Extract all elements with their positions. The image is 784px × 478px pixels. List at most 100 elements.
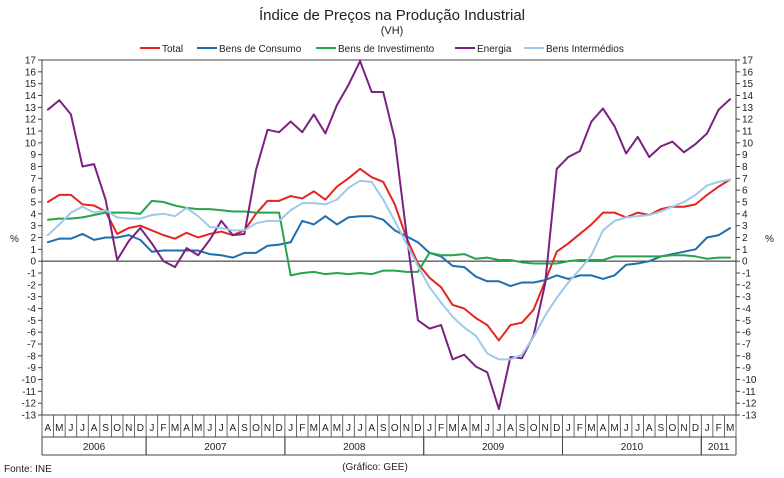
data-point-bens-de-consumo [243, 251, 246, 254]
data-point-bens-de-investimento [544, 262, 547, 265]
y-tick-label: 1 [742, 245, 748, 256]
month-label: J [80, 423, 85, 434]
y-tick-label: 10 [25, 138, 37, 149]
data-point-energia [428, 327, 431, 330]
data-point-total [58, 194, 61, 196]
y-tick-label: -2 [742, 280, 751, 291]
data-point-bens-intermedios [174, 215, 176, 218]
month-label: D [275, 423, 282, 434]
y-label-left: % [10, 234, 19, 245]
month-label: F [299, 423, 305, 434]
month-label: N [125, 423, 132, 434]
data-point-energia [220, 220, 223, 222]
data-point-total [428, 276, 431, 279]
y-tick-label: -9 [27, 363, 36, 374]
data-point-bens-intermedios [116, 216, 119, 219]
y-tick-label: -6 [27, 328, 36, 339]
month-label: D [137, 423, 144, 434]
data-point-energia [197, 254, 200, 257]
data-point-energia [497, 408, 500, 410]
chart-subtitle: (VH) [381, 25, 404, 37]
month-label: F [160, 423, 166, 434]
data-point-bens-intermedios [625, 216, 628, 219]
month-label: A [600, 423, 607, 434]
data-point-bens-de-investimento [590, 259, 593, 261]
y-tick-label: 13 [742, 103, 754, 114]
data-point-bens-intermedios [162, 212, 165, 215]
data-point-bens-de-investimento [370, 273, 373, 276]
y-tick-label: -10 [742, 375, 757, 386]
data-point-bens-intermedios [220, 227, 223, 229]
data-point-bens-intermedios [405, 242, 408, 245]
data-point-bens-de-investimento [266, 211, 269, 214]
y-tick-label: 7 [742, 174, 748, 185]
data-point-bens-intermedios [208, 225, 211, 228]
data-point-bens-de-consumo [208, 253, 211, 255]
data-point-bens-de-investimento [231, 210, 234, 213]
data-point-bens-intermedios [590, 254, 593, 257]
data-point-energia [208, 238, 211, 241]
month-label: M [472, 423, 480, 434]
data-point-bens-de-consumo [694, 248, 697, 251]
month-label: O [668, 423, 676, 434]
y-tick-label: -3 [27, 292, 36, 303]
data-point-bens-de-consumo [301, 220, 304, 222]
legend-label-bens-de-investimento: Bens de Investimento [338, 44, 435, 55]
y-tick-label: 12 [742, 115, 754, 126]
data-point-bens-de-investimento [336, 272, 338, 274]
data-point-bens-intermedios [717, 180, 720, 183]
y-tick-label: -7 [742, 340, 751, 351]
data-point-energia [266, 128, 269, 131]
series-line-bens-de-consumo [47, 215, 731, 288]
y-axis-left: -13-12-11-10-9-8-7-6-5-4-3-2-10123456789… [22, 56, 42, 422]
data-point-bens-intermedios [324, 203, 327, 206]
data-point-bens-de-consumo [648, 260, 651, 263]
month-label: O [530, 423, 538, 434]
data-point-bens-intermedios [93, 211, 95, 214]
data-point-energia [46, 108, 49, 111]
data-point-bens-de-consumo [289, 241, 292, 244]
data-point-bens-intermedios [509, 358, 512, 361]
y-tick-label: 14 [25, 91, 37, 102]
month-label: N [680, 423, 687, 434]
data-point-bens-de-consumo [567, 278, 570, 280]
data-point-bens-de-consumo [81, 233, 84, 235]
data-point-bens-de-consumo [347, 216, 350, 219]
data-point-bens-de-investimento [127, 211, 130, 214]
data-point-energia [509, 356, 512, 358]
data-point-bens-de-investimento [417, 270, 419, 273]
month-label: F [577, 423, 583, 434]
data-point-energia [336, 104, 338, 106]
data-point-bens-de-consumo [116, 236, 119, 239]
data-point-bens-de-consumo [521, 281, 523, 284]
data-point-bens-de-investimento [278, 211, 281, 214]
y-tick-label: -4 [27, 304, 36, 315]
data-point-bens-de-consumo [104, 236, 107, 239]
data-point-total [150, 229, 153, 232]
data-point-bens-de-consumo [613, 274, 616, 277]
data-point-total [46, 201, 49, 203]
data-point-energia [694, 143, 697, 145]
month-label: J [485, 423, 490, 434]
data-point-bens-de-investimento [497, 259, 500, 261]
y-tick-label: 16 [742, 67, 754, 78]
month-label: D [414, 423, 421, 434]
data-point-total [706, 194, 708, 196]
month-label: M [55, 423, 63, 434]
y-tick-label: -13 [742, 411, 757, 422]
data-point-bens-de-investimento [625, 255, 628, 258]
data-point-total [497, 339, 500, 342]
data-point-bens-de-investimento [671, 254, 674, 257]
month-label: A [183, 423, 190, 434]
data-point-total [139, 224, 142, 227]
data-point-bens-de-consumo [324, 215, 327, 218]
y-tick-label: 7 [30, 174, 36, 185]
data-point-bens-de-investimento [428, 251, 431, 254]
data-point-bens-intermedios [602, 229, 604, 232]
source-note: Fonte: INE [4, 464, 52, 475]
month-label: A [368, 423, 375, 434]
month-label: A [230, 423, 237, 434]
data-point-energia [555, 167, 558, 170]
month-label: M [610, 423, 618, 434]
